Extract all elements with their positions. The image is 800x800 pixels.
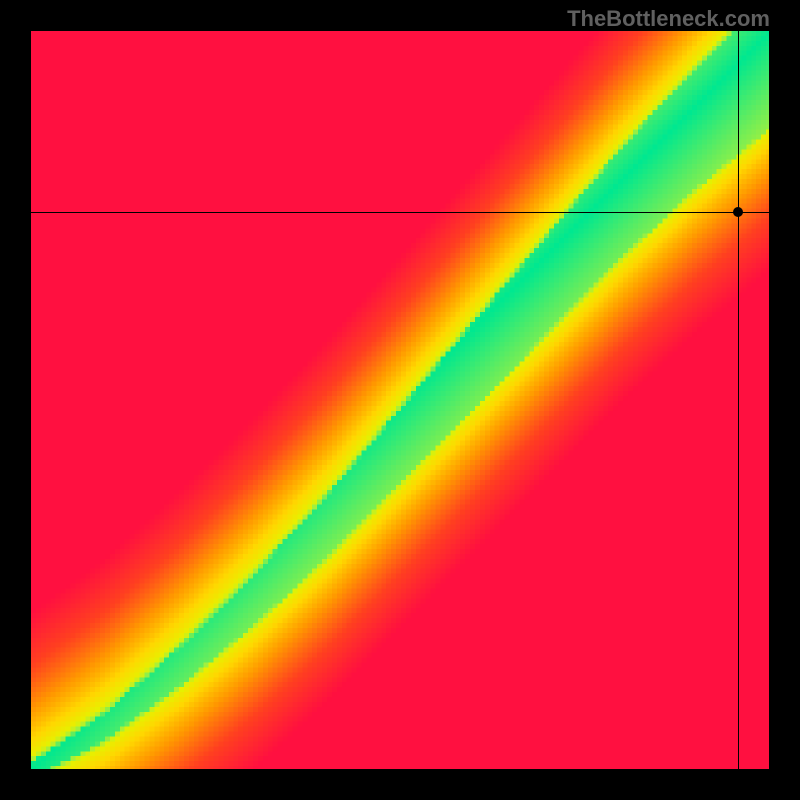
plot-area [30,30,770,770]
heatmap-canvas [31,31,770,770]
crosshair-vertical [738,31,739,769]
chart-frame: TheBottleneck.com [0,0,800,800]
watermark-text: TheBottleneck.com [567,6,770,32]
marker-dot [733,207,743,217]
crosshair-horizontal [31,212,769,213]
